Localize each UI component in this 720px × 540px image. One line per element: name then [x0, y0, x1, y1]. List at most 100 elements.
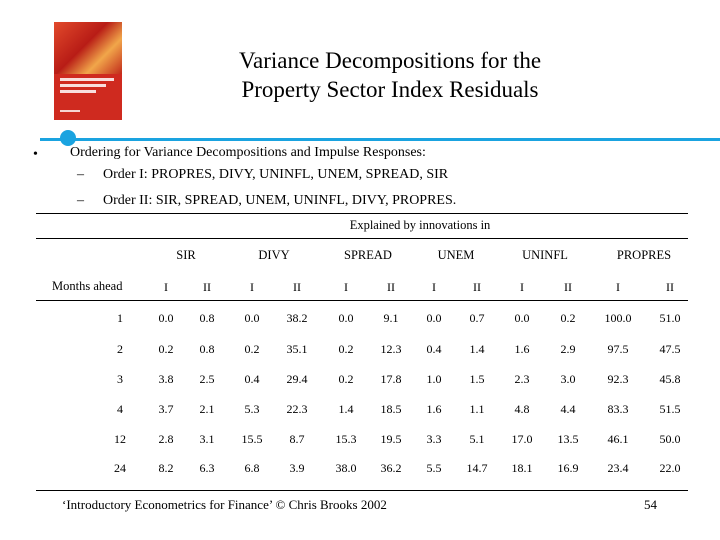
value-cell: 83.3	[607, 402, 629, 416]
value-cell: 100.0	[604, 311, 632, 325]
book-cover-thumbnail	[54, 22, 122, 120]
sub-header: I	[344, 280, 348, 294]
value-cell: 38.0	[335, 461, 357, 475]
month-cell: 12	[114, 432, 126, 446]
value-cell: 0.2	[338, 372, 354, 386]
book-title-line	[60, 90, 96, 93]
title-divider	[40, 138, 720, 141]
value-cell: 51.5	[659, 402, 681, 416]
value-cell: 19.5	[380, 432, 402, 446]
value-cell: 47.5	[659, 342, 681, 356]
order-two-text: Order II: SIR, SPREAD, UNEM, UNINFL, DIV…	[103, 193, 457, 208]
value-cell: 22.0	[659, 461, 681, 475]
value-cell: 0.8	[199, 311, 215, 325]
value-cell: 16.9	[557, 461, 579, 475]
slide-title-line-1: Variance Decompositions for the	[238, 48, 542, 73]
value-cell: 23.4	[607, 461, 629, 475]
value-cell: 0.0	[158, 311, 174, 325]
slide-title-line-2: Property Sector Index Residuals	[241, 77, 539, 102]
value-cell: 0.0	[426, 311, 442, 325]
value-cell: 14.7	[466, 461, 488, 475]
value-cell: 35.1	[286, 342, 308, 356]
value-cell: 4.8	[514, 402, 530, 416]
value-cell: 15.5	[241, 432, 263, 446]
value-cell: 0.2	[338, 342, 354, 356]
value-cell: 2.1	[199, 402, 215, 416]
value-cell: 22.3	[286, 402, 308, 416]
value-cell: 4.4	[560, 402, 576, 416]
bullet-text: Ordering for Variance Decompositions and…	[70, 145, 426, 160]
book-author-line	[60, 110, 80, 112]
value-cell: 38.2	[286, 311, 308, 325]
value-cell: 17.8	[380, 372, 402, 386]
value-cell: 0.2	[560, 311, 576, 325]
value-cell: 36.2	[380, 461, 402, 475]
value-cell: 3.3	[426, 432, 442, 446]
footer-citation: ‘Introductory Econometrics for Finance’ …	[62, 497, 387, 512]
value-cell: 1.6	[426, 402, 442, 416]
sub-header: I	[432, 280, 436, 294]
value-cell: 1.1	[469, 402, 485, 416]
value-cell: 1.4	[469, 342, 485, 356]
value-cell: 0.2	[158, 342, 174, 356]
sub-header: II	[387, 280, 395, 294]
value-cell: 3.1	[199, 432, 215, 446]
value-cell: 92.3	[607, 372, 629, 386]
value-cell: 15.3	[335, 432, 357, 446]
bullet-icon: •	[33, 147, 38, 162]
value-cell: 12.3	[380, 342, 402, 356]
value-cell: 51.0	[659, 311, 681, 325]
value-cell: 5.3	[244, 402, 260, 416]
book-title-line	[60, 84, 106, 87]
month-cell: 2	[117, 342, 123, 356]
value-cell: 0.0	[514, 311, 530, 325]
value-cell: 46.1	[607, 432, 629, 446]
group-header: DIVY	[258, 248, 290, 262]
value-cell: 2.3	[514, 372, 530, 386]
value-cell: 8.2	[158, 461, 174, 475]
table-bottom-rule	[36, 490, 688, 491]
sub-header: II	[666, 280, 674, 294]
group-header: PROPRES	[616, 248, 672, 262]
value-cell: 13.5	[557, 432, 579, 446]
table-caption-rule	[36, 238, 688, 239]
value-cell: 0.0	[244, 311, 260, 325]
dash-icon: –	[77, 193, 84, 208]
value-cell: 1.4	[338, 402, 354, 416]
value-cell: 0.0	[338, 311, 354, 325]
group-header: SIR	[176, 248, 196, 262]
value-cell: 1.6	[514, 342, 530, 356]
book-cover-art	[54, 22, 122, 74]
value-cell: 2.9	[560, 342, 576, 356]
table-header-rule	[36, 300, 688, 301]
value-cell: 3.9	[289, 461, 305, 475]
value-cell: 5.1	[469, 432, 485, 446]
value-cell: 6.3	[199, 461, 215, 475]
month-cell: 1	[117, 311, 123, 325]
value-cell: 8.7	[289, 432, 305, 446]
book-title-line	[60, 78, 114, 81]
dash-icon: –	[77, 167, 84, 182]
value-cell: 0.4	[244, 372, 260, 386]
sub-header: II	[564, 280, 572, 294]
sub-header: II	[203, 280, 211, 294]
order-one-text: Order I: PROPRES, DIVY, UNINFL, UNEM, SP…	[103, 167, 449, 182]
value-cell: 1.5	[469, 372, 485, 386]
sub-header: I	[250, 280, 254, 294]
table-caption: Explained by innovations in	[349, 218, 491, 232]
value-cell: 3.8	[158, 372, 174, 386]
sub-header: I	[616, 280, 620, 294]
value-cell: 17.0	[511, 432, 533, 446]
value-cell: 5.5	[426, 461, 442, 475]
value-cell: 18.1	[511, 461, 533, 475]
value-cell: 0.4	[426, 342, 442, 356]
sub-header: I	[520, 280, 524, 294]
group-header: UNEM	[437, 248, 475, 262]
value-cell: 2.5	[199, 372, 215, 386]
value-cell: 6.8	[244, 461, 260, 475]
sub-header: II	[293, 280, 301, 294]
group-header: SPREAD	[344, 248, 392, 262]
value-cell: 97.5	[607, 342, 629, 356]
sub-header: II	[473, 280, 481, 294]
value-cell: 0.2	[244, 342, 260, 356]
